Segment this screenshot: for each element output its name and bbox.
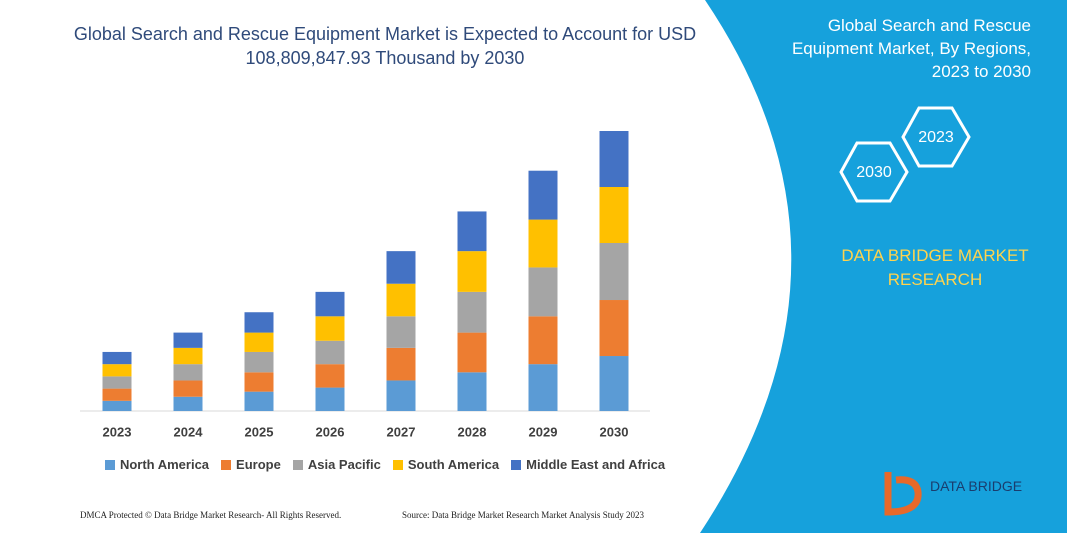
bar-segment [244, 372, 274, 392]
legend-swatch [392, 459, 403, 470]
bar-segment [386, 283, 416, 317]
bar-segment [173, 396, 203, 411]
bar-segment [244, 312, 274, 333]
bar-segment [528, 267, 558, 317]
logo-text: DATA BRIDGE [930, 478, 1023, 494]
x-tick-label: 2025 [245, 424, 274, 439]
bar-segment [173, 380, 203, 397]
x-tick-label: 2024 [174, 424, 204, 439]
bar-segment [102, 351, 132, 365]
logo-mark [884, 472, 922, 516]
bar-segment [599, 131, 629, 187]
hex-label: 2030 [856, 164, 892, 181]
bar-segment [315, 364, 345, 388]
bar-segment [244, 332, 274, 352]
bar-segment [457, 291, 487, 333]
bar-segment [599, 243, 629, 301]
bar-segment [244, 391, 274, 411]
legend-label: Middle East and Africa [526, 457, 666, 472]
panel-title: Global Search and Rescue Equipment Marke… [791, 16, 1031, 81]
hexagon [901, 106, 971, 168]
x-tick-label: 2030 [600, 424, 629, 439]
legend-item: South America [392, 457, 500, 472]
bar-segment [102, 400, 132, 411]
legend-label: Asia Pacific [307, 457, 381, 472]
bar-segment [173, 332, 203, 348]
legend-swatch [104, 459, 115, 470]
bar-segment [386, 380, 416, 411]
hex-label: 2023 [918, 129, 954, 146]
bar-segment [457, 372, 487, 411]
x-tick-label: 2029 [529, 424, 558, 439]
hexagon [839, 141, 909, 203]
bar-segment [315, 316, 345, 341]
legend-item: North America [104, 457, 210, 472]
bar-segment [457, 251, 487, 292]
side-panel [700, 0, 1067, 533]
x-tick-label: 2026 [316, 424, 345, 439]
bar-segment [244, 351, 274, 373]
bar-segment [528, 219, 558, 268]
legend-item: Europe [221, 457, 281, 472]
bar-segment [102, 364, 132, 377]
x-tick-label: 2027 [387, 424, 416, 439]
bar-segment [102, 388, 132, 401]
legend: North America Europe Asia Pacific South Ame… [60, 457, 710, 472]
footer-right: Source: Data Bridge Market Research Mark… [402, 510, 644, 520]
bar-segment [528, 170, 558, 220]
bar-segment [599, 300, 629, 357]
legend-swatch [221, 459, 232, 470]
legend-item: Middle East and Africa [511, 457, 665, 472]
bar-segment [457, 332, 487, 373]
bar-segment [528, 316, 558, 365]
bar-segment [315, 340, 345, 365]
chart-title: Global Search and Rescue Equipment Marke… [73, 24, 697, 68]
bar-segment [315, 387, 345, 411]
footer-left: DMCA Protected © Data Bridge Market Rese… [80, 510, 342, 520]
legend-label: North America [119, 457, 210, 472]
bar-segment [315, 291, 345, 317]
bar-segment [386, 251, 416, 284]
bar-segment [173, 347, 203, 365]
bar-segment [386, 316, 416, 348]
bar-segment [599, 187, 629, 243]
bar-segment [528, 364, 558, 411]
bar-segment [173, 364, 203, 381]
x-tick-label: 2023 [103, 424, 132, 439]
brand: DATA BRIDGE MARKET RESEARCH [841, 246, 1029, 289]
bar-segment [599, 356, 629, 411]
bar-segment [102, 376, 132, 389]
x-tick-label: 2028 [458, 424, 487, 439]
legend-label: South America [407, 457, 500, 472]
legend-swatch [511, 459, 522, 470]
legend-item: Asia Pacific [292, 457, 381, 472]
legend-label: Europe [236, 457, 281, 472]
bar-segment [457, 211, 487, 252]
legend-swatch [292, 459, 303, 470]
bar-segment [386, 347, 416, 381]
